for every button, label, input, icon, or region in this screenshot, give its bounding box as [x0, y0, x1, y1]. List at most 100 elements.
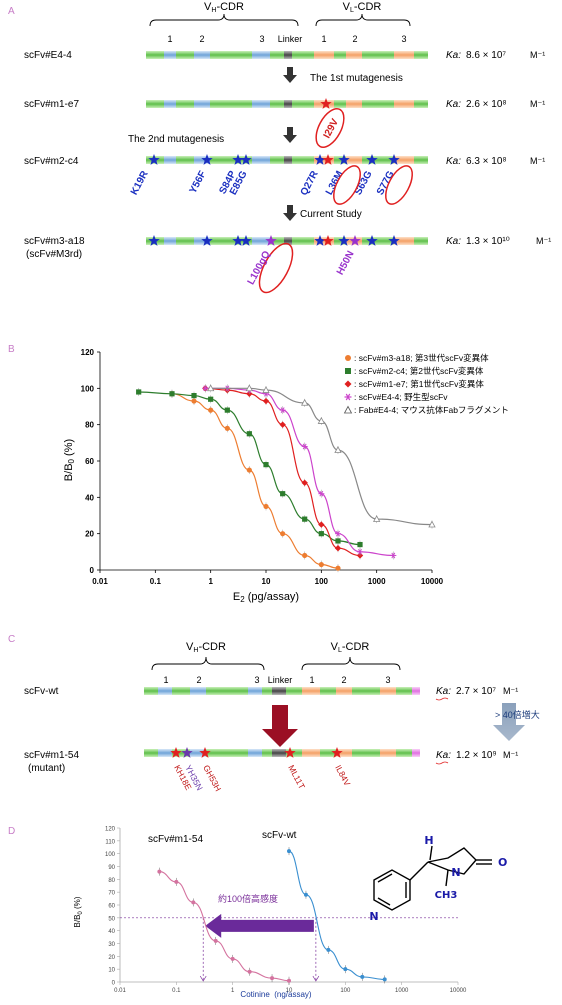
ka-value: Ka: 2.6 × 10⁸ M⁻¹	[446, 99, 545, 110]
svg-text:M⁻¹: M⁻¹	[530, 99, 545, 109]
y-tick-label: 60	[108, 904, 115, 910]
mutation-star-icon	[331, 747, 343, 758]
vl-cdr-title: VL-CDR	[343, 1, 382, 14]
svg-text:Ka:: Ka:	[446, 156, 461, 167]
data-point	[224, 407, 230, 413]
bar-segment	[190, 749, 206, 757]
bar-segment	[334, 237, 346, 245]
series-line	[210, 387, 433, 526]
bar-segment	[270, 237, 284, 245]
x-tick-label: 0.1	[150, 577, 162, 586]
legend-label: : Fab#E4-4; マウス抗体Fabフラグメント	[354, 405, 509, 415]
mutation-star-icon	[366, 154, 378, 165]
bar-segment	[248, 687, 262, 695]
x-tick-label: 1	[231, 988, 235, 994]
svg-text:Ka:: Ka:	[436, 750, 451, 761]
cdr-number: 1	[163, 675, 168, 685]
down-arrow-icon	[283, 67, 297, 83]
mutation-label: S63G	[353, 169, 375, 197]
bar-segment	[252, 237, 270, 245]
data-point	[245, 384, 254, 392]
bar-segment	[314, 237, 334, 245]
vh-cdr-title: VH-CDR	[186, 641, 226, 654]
vl-cdr-title: VL-CDR	[331, 641, 370, 654]
bar-segment	[314, 156, 334, 164]
y-tick-label: 110	[105, 839, 115, 845]
bar-segment	[394, 156, 414, 164]
cdr-number: 2	[352, 34, 357, 44]
mutation-highlight-ellipse	[385, 165, 413, 205]
mutation-star-icon	[320, 98, 332, 109]
x-tick-label: 0.01	[114, 988, 126, 994]
y-tick-label: 0	[90, 566, 95, 575]
scfv-bars	[146, 51, 428, 246]
series-label: scFv#m1-54	[148, 834, 203, 845]
data-point	[191, 398, 197, 404]
bar-segment	[210, 51, 252, 59]
bar-segment	[334, 51, 346, 59]
mutation-star-icon	[199, 747, 211, 758]
x-tick-label: 1000	[368, 577, 386, 586]
y-tick-label: 20	[108, 955, 115, 961]
bar-segment	[176, 51, 194, 59]
down-arrow-icon	[283, 127, 297, 143]
panel-label: C	[8, 634, 15, 645]
bar-segment	[286, 687, 302, 695]
legend-marker	[344, 380, 352, 388]
x-tick-label: 1000	[395, 988, 409, 994]
panel-c: C VH-CDR VL-CDR 1 2 3 Linker 1 2 3 scFv-…	[8, 634, 540, 793]
bar-segment	[302, 687, 320, 695]
data-point	[279, 421, 286, 428]
bar-segment	[206, 687, 248, 695]
y-tick-label: 40	[108, 929, 115, 935]
bar-segment	[262, 687, 272, 695]
mutation-highlight-ellipse	[258, 242, 294, 294]
mutation-star-icon	[314, 154, 326, 165]
svg-text:Ka:: Ka:	[446, 99, 461, 110]
row-name: scFv-wt	[24, 686, 59, 697]
asterisk-stroke	[302, 443, 307, 450]
mutation-star-icon	[181, 747, 193, 758]
bar-segment	[272, 687, 286, 695]
asterisk-stroke	[336, 530, 340, 537]
y-tick-label: 80	[85, 421, 94, 430]
data-point	[428, 520, 436, 528]
mutation-star-icon	[240, 154, 252, 165]
bar-segment	[414, 51, 428, 59]
legend-marker	[344, 393, 352, 401]
bar-segment	[346, 100, 362, 108]
data-point	[301, 479, 308, 486]
mutation-star-icon	[388, 235, 400, 246]
svg-text:M⁻¹: M⁻¹	[530, 156, 545, 166]
mutation-label: Q27R	[299, 169, 321, 198]
ka-value: Ka: 6.3 × 10⁸ M⁻¹	[446, 156, 545, 167]
data-point	[213, 938, 218, 943]
vl-brace	[301, 656, 401, 671]
bar-segment	[144, 749, 158, 757]
data-point	[372, 515, 381, 522]
bar-segment	[284, 156, 292, 164]
vl-brace	[315, 13, 411, 27]
data-point	[262, 397, 270, 405]
bar-segment	[164, 237, 176, 245]
data-point	[270, 976, 275, 981]
data-point	[357, 548, 364, 555]
bar-segment	[352, 749, 380, 757]
bar-segment	[270, 100, 284, 108]
bar-segment	[346, 156, 362, 164]
step-label: Current Study	[300, 209, 362, 220]
data-point	[382, 977, 387, 982]
y-tick-label: 40	[85, 493, 94, 502]
data-point	[247, 969, 252, 974]
bar-segment	[394, 51, 414, 59]
step-label: The 1st mutagenesis	[310, 73, 403, 84]
bar-segment	[336, 749, 352, 757]
bar-segment	[394, 237, 414, 245]
mutation-star-icon	[388, 154, 400, 165]
asterisk-stroke	[203, 385, 208, 392]
asterisk-stroke	[358, 548, 362, 555]
mutation-star-icon	[366, 235, 378, 246]
vh-cdr-title: VH-CDR	[204, 1, 244, 14]
legend-marker	[345, 355, 351, 361]
